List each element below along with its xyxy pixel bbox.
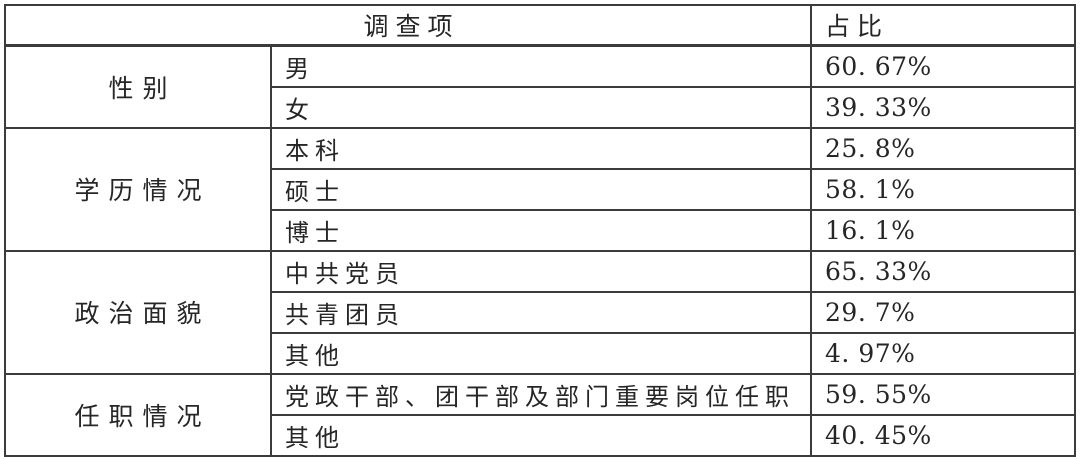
survey-table: 调查项 占比 性别 男 60. 67% 女 39. 33% 学历情况 本科 25… [3,4,1077,457]
value-cell: 65. 33% [810,249,1077,293]
value-cell: 16. 1% [810,208,1077,252]
table-row: 学历情况 本科 25. 8% [4,126,1077,252]
item-cell: 男 [269,44,813,88]
table-row: 其他 40. 45% [5,413,1077,457]
table-row: 硕士 58. 1% [5,167,1077,211]
item-cell: 本科 [269,126,813,170]
header-proportion: 占比 [810,4,1077,47]
item-cell: 党政干部、团干部及部门重要岗位任职 [269,372,813,416]
header-survey-item: 调查项 [3,4,813,47]
item-cell: 其他 [269,413,813,457]
value-cell: 39. 33% [810,85,1077,129]
item-cell: 硕士 [269,167,813,211]
table-row: 博士 16. 1% [5,208,1077,252]
category-cell-political-status: 政治面貌 [4,249,272,375]
value-cell: 40. 45% [810,413,1077,457]
category-cell-gender: 性别 [4,44,272,129]
value-cell: 4. 97% [810,331,1077,375]
value-cell: 25. 8% [810,126,1077,170]
item-cell: 博士 [269,208,813,252]
table-row: 任职情况 党政干部、团干部及部门重要岗位任职 59. 55% [4,372,1077,457]
item-cell: 中共党员 [269,249,813,293]
category-cell-education: 学历情况 [4,126,272,252]
item-cell: 女 [269,85,813,129]
table-header-row: 调查项 占比 [3,4,1077,47]
item-cell: 共青团员 [269,290,813,334]
table-row: 政治面貌 中共党员 65. 33% [4,249,1077,375]
table-row: 女 39. 33% [5,85,1077,129]
table-row: 共青团员 29. 7% [5,290,1077,334]
table-row: 其他 4. 97% [5,331,1077,375]
category-cell-position: 任职情况 [4,372,272,457]
value-cell: 59. 55% [810,372,1077,416]
value-cell: 29. 7% [810,290,1077,334]
value-cell: 60. 67% [810,44,1077,88]
table-row: 性别 男 60. 67% [4,44,1077,129]
item-cell: 其他 [269,331,813,375]
value-cell: 58. 1% [810,167,1077,211]
